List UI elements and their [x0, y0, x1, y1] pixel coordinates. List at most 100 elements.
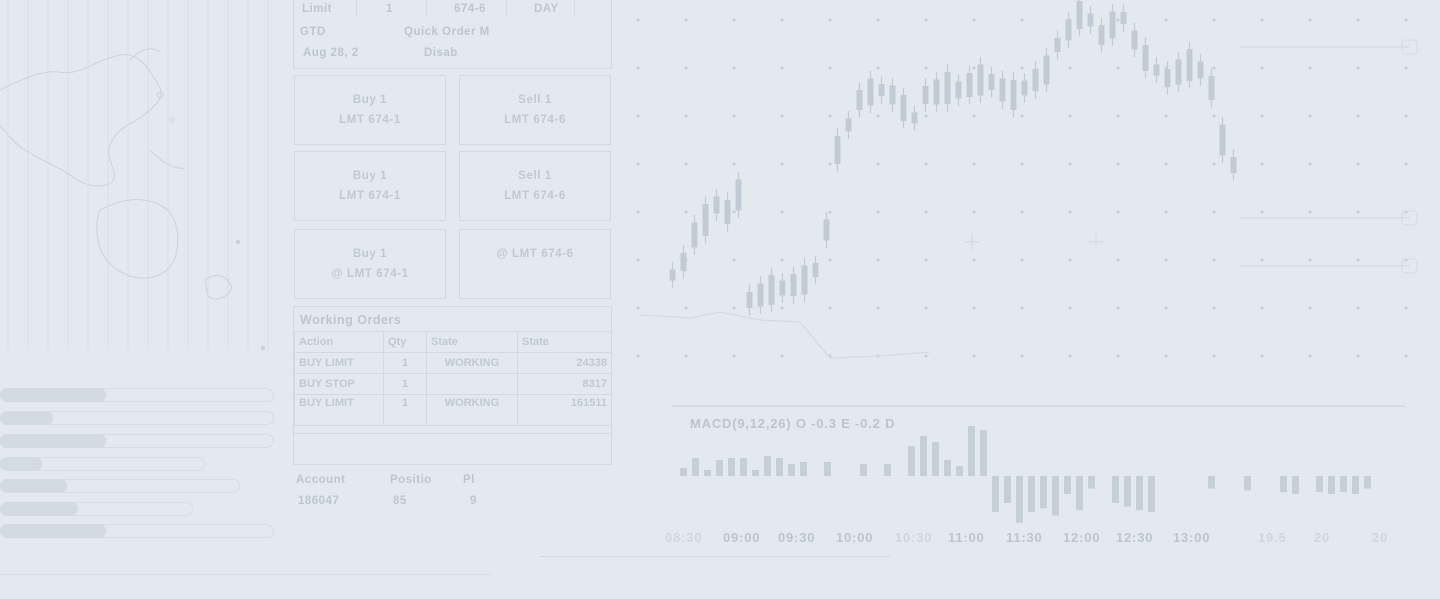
progress-fill: [0, 434, 106, 448]
grid-dot: [1308, 66, 1312, 70]
crosshair-markers: [964, 234, 1104, 250]
candle-body: [669, 269, 676, 281]
button-sublabel: LMT 674-1: [339, 190, 401, 202]
grid-dot: [780, 306, 784, 310]
grid-dot: [1164, 114, 1168, 118]
tif-select[interactable]: DAY: [534, 3, 559, 15]
grid-dot: [732, 66, 736, 70]
progress-fill: [0, 524, 106, 538]
grid-dot: [732, 210, 736, 214]
quick-buy-button[interactable]: Buy 1 LMT 674-1: [294, 75, 446, 145]
grid-dot: [876, 306, 880, 310]
grid-dot: [1020, 66, 1024, 70]
order-type-field[interactable]: Limit: [302, 3, 332, 15]
grid-dot: [1212, 18, 1216, 22]
candle-body: [845, 118, 852, 132]
grid-dot: [1308, 210, 1312, 214]
macd-bar: [776, 458, 783, 476]
grid-dot: [684, 210, 688, 214]
quick-sell-button[interactable]: Sell 1 LMT 674-6: [459, 75, 611, 145]
quick-order-mode[interactable]: Quick Order M: [404, 26, 490, 38]
pl-header: Pl: [463, 474, 475, 486]
table-row[interactable]: BUY LIMIT 1 WORKING 24338: [294, 352, 612, 374]
grid-dot: [1260, 210, 1264, 214]
quick-buy-button[interactable]: Buy 1 LMT 674-1: [294, 151, 446, 221]
macd-bar: [1088, 476, 1095, 489]
grid-dot: [924, 210, 928, 214]
macd-bar: [1280, 476, 1287, 493]
macd-bar: [1052, 476, 1059, 516]
quick-buy-button[interactable]: Buy 1 @ LMT 674-1: [294, 229, 446, 299]
macd-bar: [1064, 476, 1071, 494]
button-label: Buy 1: [352, 170, 388, 182]
position-header: Positio: [390, 474, 432, 486]
grid-dot: [732, 258, 736, 262]
grid-dot: [828, 306, 832, 310]
candle-body: [999, 78, 1006, 102]
grid-dot: [1308, 354, 1312, 358]
grid-dot: [1164, 354, 1168, 358]
date-field[interactable]: Aug 28, 2: [303, 47, 359, 59]
grid-dot: [636, 114, 640, 118]
price-field[interactable]: 674-6: [454, 3, 486, 15]
progress-fill: [0, 411, 53, 425]
order-id: 24338: [517, 352, 612, 374]
grid-dot: [1068, 114, 1072, 118]
grid-dot: [1020, 114, 1024, 118]
grid-dot: [1164, 210, 1168, 214]
grid-dot: [732, 306, 736, 310]
table-row[interactable]: BUY LIMIT 1 WORKING 161511: [294, 394, 612, 426]
grid-dot: [780, 210, 784, 214]
candle-body: [768, 275, 775, 305]
working-orders-panel: Working Orders Action Qty State State BU…: [293, 306, 612, 465]
grid-dot: [1068, 306, 1072, 310]
candle-body: [1076, 1, 1083, 29]
column-header: State: [426, 331, 518, 353]
grid-dot: [1164, 18, 1168, 22]
grid-dot: [1116, 162, 1120, 166]
candle-body: [878, 84, 885, 96]
macd-bar: [908, 446, 915, 476]
grid-dot: [780, 162, 784, 166]
disabled-toggle[interactable]: Disab: [424, 47, 458, 59]
candle-body: [1208, 76, 1215, 100]
grid-dot: [636, 66, 640, 70]
quick-sell-button[interactable]: Sell 1 LMT 674-6: [459, 151, 611, 221]
grid-dot: [732, 162, 736, 166]
candle-body: [1131, 30, 1138, 50]
order-qty: 1: [383, 373, 427, 395]
grid-dot: [972, 354, 976, 358]
table-row[interactable]: BUY STOP 1 8317: [294, 373, 612, 395]
macd-bar: [824, 462, 831, 476]
button-sublabel: LMT 674-1: [339, 114, 401, 126]
candle-body: [1219, 124, 1226, 156]
candle-body: [1010, 80, 1017, 110]
macd-bar: [884, 464, 891, 476]
grid-dot: [1020, 306, 1024, 310]
macd-bar: [980, 430, 987, 476]
candle-body: [757, 283, 764, 307]
candle-body: [801, 265, 808, 295]
price-chart[interactable]: [620, 0, 1440, 599]
macd-bar: [860, 464, 867, 476]
grid-dot: [1212, 114, 1216, 118]
candle-body: [691, 222, 698, 248]
macd-bar: [1328, 476, 1335, 494]
pl-value: 9: [470, 495, 477, 507]
candle-body: [933, 79, 940, 105]
quick-sell-button[interactable]: @ LMT 674-6: [459, 229, 611, 299]
grid-dot: [972, 210, 976, 214]
quantity-field[interactable]: 1: [386, 3, 393, 15]
grid-dot: [876, 114, 880, 118]
grid-dot: [1308, 306, 1312, 310]
candle-body: [779, 280, 786, 296]
candle-body: [911, 112, 918, 124]
candle-body: [812, 263, 819, 277]
candle-body: [724, 200, 731, 224]
macd-bar: [1340, 476, 1347, 493]
macd-bar: [788, 464, 795, 476]
grid-dot: [1212, 162, 1216, 166]
grid-dot: [1068, 66, 1072, 70]
button-sublabel: @ LMT 674-1: [331, 268, 409, 280]
macd-bar: [1352, 476, 1359, 494]
